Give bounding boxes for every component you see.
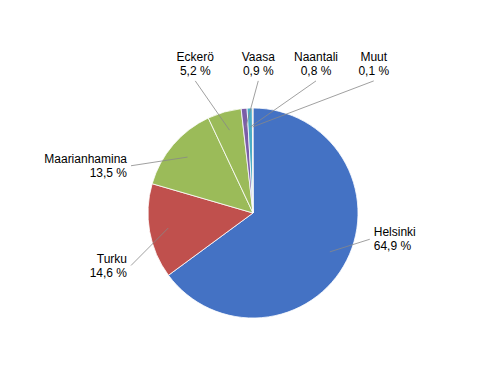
svg-text:Naantali0,8 %: Naantali0,8 %: [294, 50, 338, 78]
svg-text:Maarianhamina13,5 %: Maarianhamina13,5 %: [44, 152, 127, 180]
svg-text:Helsinki64,9 %: Helsinki64,9 %: [374, 225, 416, 253]
svg-text:Muut0,1 %: Muut0,1 %: [358, 50, 389, 78]
svg-text:Eckerö5,2 %: Eckerö5,2 %: [177, 50, 215, 78]
svg-text:Vaasa0,9 %: Vaasa0,9 %: [242, 50, 275, 78]
svg-text:Turku14,6 %: Turku14,6 %: [90, 252, 128, 280]
